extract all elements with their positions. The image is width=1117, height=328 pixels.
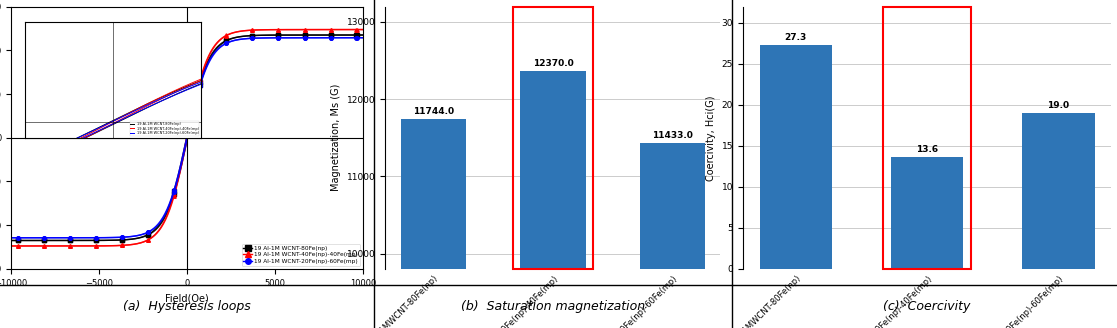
Text: 11744.0: 11744.0 xyxy=(413,107,454,116)
Text: 13.6: 13.6 xyxy=(916,145,938,154)
X-axis label: Field(Oe): Field(Oe) xyxy=(165,293,209,303)
Text: (a)  Hysteresis loops: (a) Hysteresis loops xyxy=(123,300,251,313)
Legend: 19 Al-1M WCNT-80Fe(np), 19 Al-1M WCNT-40Fe(np)-40Fe(mp), 19 Al-1M WCNT-20Fe(np)-: 19 Al-1M WCNT-80Fe(np), 19 Al-1M WCNT-40… xyxy=(241,244,360,266)
Bar xyxy=(884,7,971,269)
Bar xyxy=(640,143,705,328)
Bar xyxy=(1022,113,1095,269)
Bar xyxy=(760,45,832,269)
Text: (c)  Coercivity: (c) Coercivity xyxy=(884,300,971,313)
Text: 27.3: 27.3 xyxy=(784,33,806,42)
Text: 12370.0: 12370.0 xyxy=(533,58,573,68)
Y-axis label: Coercivity, Hci(G): Coercivity, Hci(G) xyxy=(706,95,716,180)
Text: (b)  Saturation magnetization: (b) Saturation magnetization xyxy=(461,300,645,313)
Text: 11433.0: 11433.0 xyxy=(652,131,693,140)
Bar xyxy=(513,7,593,269)
Text: 19.0: 19.0 xyxy=(1048,101,1070,110)
Y-axis label: Magnetization, Ms (G): Magnetization, Ms (G) xyxy=(332,84,342,192)
Bar xyxy=(521,71,585,328)
Bar xyxy=(401,119,466,328)
Bar xyxy=(891,157,963,269)
